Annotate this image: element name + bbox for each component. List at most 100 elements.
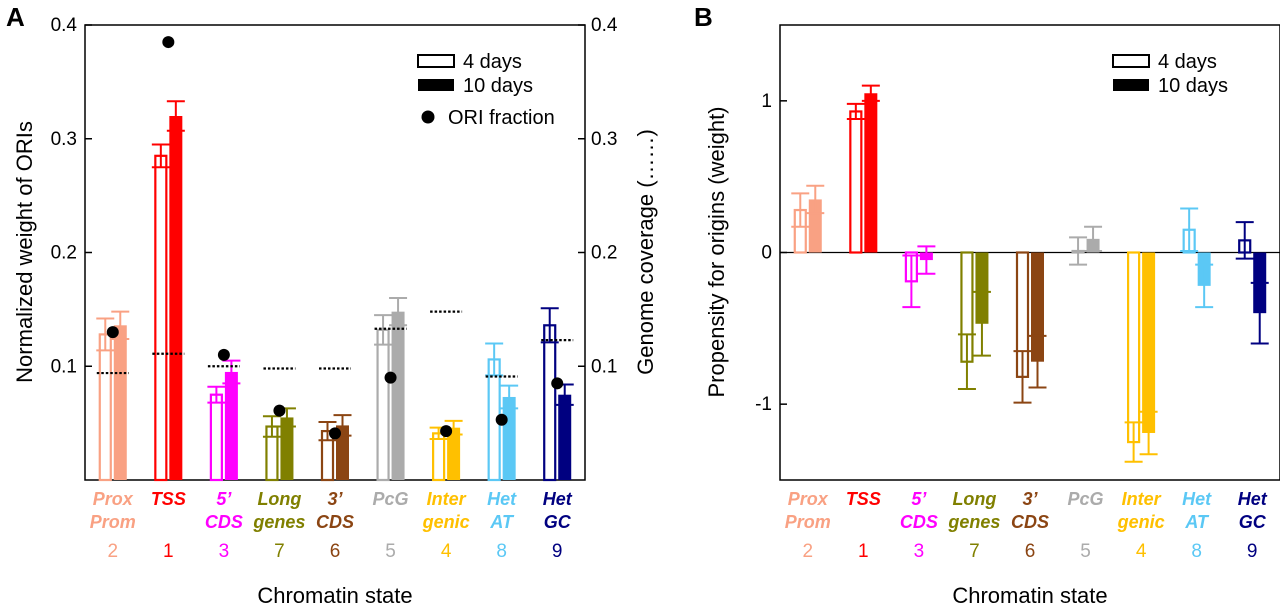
panel-a-ytick-right-label: 0.4 [591, 15, 618, 36]
category-label-line2: genic [422, 512, 470, 532]
category-number: 1 [163, 541, 174, 562]
category-label-line2: CDS [1011, 512, 1049, 532]
category-label: TSS [151, 489, 186, 509]
category-label: Inter [1122, 489, 1162, 509]
category-label-line2: Prom [785, 512, 831, 532]
legend-label-4-days: 4 days [1158, 51, 1217, 73]
category-label: 5’ [216, 489, 232, 509]
category-number: 2 [802, 541, 813, 562]
category-number: 4 [1136, 541, 1147, 562]
legend-label-10-days: 10 days [463, 75, 533, 97]
bar-4-days [1127, 251, 1141, 444]
ori-fraction-dot [440, 425, 453, 438]
panel-a-ylabel-right: Genome coverage (……) [633, 129, 658, 375]
panel-a-ytick-right-label: 0.2 [591, 243, 617, 264]
bar-10-days [113, 325, 127, 480]
category-label: 5’ [911, 489, 927, 509]
bar-10-days [280, 417, 294, 480]
legend-swatch-10-days [1113, 79, 1149, 91]
bar-10-days [502, 396, 516, 480]
ori-fraction-dot [329, 427, 341, 440]
category-number: 5 [1080, 541, 1091, 562]
panel-a-ylabel: Normalized weight of ORIs [12, 121, 37, 383]
ori-fraction-dot [551, 377, 564, 390]
legend-label-ori-fraction: ORI fraction [448, 107, 555, 129]
category-number: 8 [1191, 541, 1202, 562]
category-number: 2 [107, 541, 118, 562]
legend-label-10-days: 10 days [1158, 75, 1228, 97]
category-label: Het [487, 489, 517, 509]
category-label: Long [952, 489, 996, 509]
bar-10-days [169, 116, 183, 480]
category-number: 8 [496, 541, 507, 562]
bar-4-days [543, 324, 557, 482]
bar-4-days [849, 110, 863, 254]
bar-4-days [376, 328, 390, 482]
bar-10-days [391, 311, 405, 480]
legend-swatch-4-days [417, 54, 455, 68]
category-label-line2: AT [489, 512, 515, 532]
legend-swatch-4-days [1112, 54, 1150, 68]
ori-fraction-dot [273, 404, 286, 417]
category-label-line2: genes [252, 512, 305, 532]
category-label-line2: genic [1117, 512, 1165, 532]
category-label: PcG [1068, 489, 1104, 509]
panel-a-ytick-right-label: 0.1 [591, 356, 617, 377]
category-label-line2: CDS [900, 512, 938, 532]
bar-10-days [1031, 252, 1044, 362]
category-label: Het [1182, 489, 1212, 509]
legend-label-4-days: 4 days [463, 51, 522, 73]
category-label: Het [543, 489, 573, 509]
panel-b-ytick-label: 0 [761, 243, 772, 264]
ori-fraction-dot [162, 36, 175, 49]
category-number: 9 [1247, 541, 1258, 562]
category-number: 6 [1025, 541, 1036, 562]
category-label-line2: CDS [316, 512, 354, 532]
legend-swatch-10-days [418, 79, 454, 91]
panel-b-ylabel: Propensity for origins (weight) [704, 106, 729, 397]
category-label: Long [257, 489, 301, 509]
panel-a-ytick-label: 0.1 [51, 356, 77, 377]
category-label-line2: Prom [90, 512, 136, 532]
panel-b-ytick-label: 1 [761, 91, 772, 112]
panel-a: 0.1 0.2 0.3 0.4 0.1 0.2 0.3 0.4 Prox Prom 2 TSS 1 5’ C… [51, 15, 618, 562]
bar-4-days [98, 333, 112, 482]
category-number: 3 [219, 541, 230, 562]
bar-10-days [1142, 252, 1156, 433]
category-label: TSS [846, 489, 881, 509]
category-number: 9 [552, 541, 563, 562]
category-number: 3 [914, 541, 925, 562]
panel-a-ytick-label: 0.4 [51, 15, 78, 36]
bar-4-days [432, 432, 446, 482]
category-number: 7 [969, 541, 980, 562]
legend-swatch-ori-fraction [421, 110, 435, 124]
bar-4-days [154, 154, 168, 482]
panel-b-ytick-label: -1 [755, 394, 772, 415]
category-number: 6 [330, 541, 341, 562]
panel-a-ytick-label: 0.2 [51, 243, 77, 264]
panel-a-ytick-label: 0.3 [51, 129, 77, 150]
bar-10-days [558, 394, 572, 480]
bar-10-days [336, 425, 349, 480]
category-label-line2: GC [1239, 512, 1267, 532]
category-label-line2: genes [947, 512, 1000, 532]
category-label-line2: AT [1184, 512, 1210, 532]
panel-a-ytick-right-label: 0.3 [591, 129, 617, 150]
bar-10-days [975, 252, 989, 324]
category-label-line2: CDS [205, 512, 243, 532]
panel-a-xlabel: Chromatin state [257, 583, 412, 608]
panel-a-letter: A [6, 2, 25, 32]
bar-10-days [864, 93, 878, 253]
category-label: Prox [93, 489, 134, 509]
panel-b-letter: B [694, 2, 713, 32]
ori-fraction-dot [106, 326, 119, 339]
ori-fraction-dot [217, 348, 230, 361]
bar-10-days [224, 371, 238, 480]
bar-10-days [447, 427, 461, 480]
category-label: Prox [788, 489, 829, 509]
bar-4-days [209, 393, 223, 482]
category-label-line2: GC [544, 512, 572, 532]
category-number: 1 [858, 541, 869, 562]
ori-fraction-dot [384, 371, 397, 384]
